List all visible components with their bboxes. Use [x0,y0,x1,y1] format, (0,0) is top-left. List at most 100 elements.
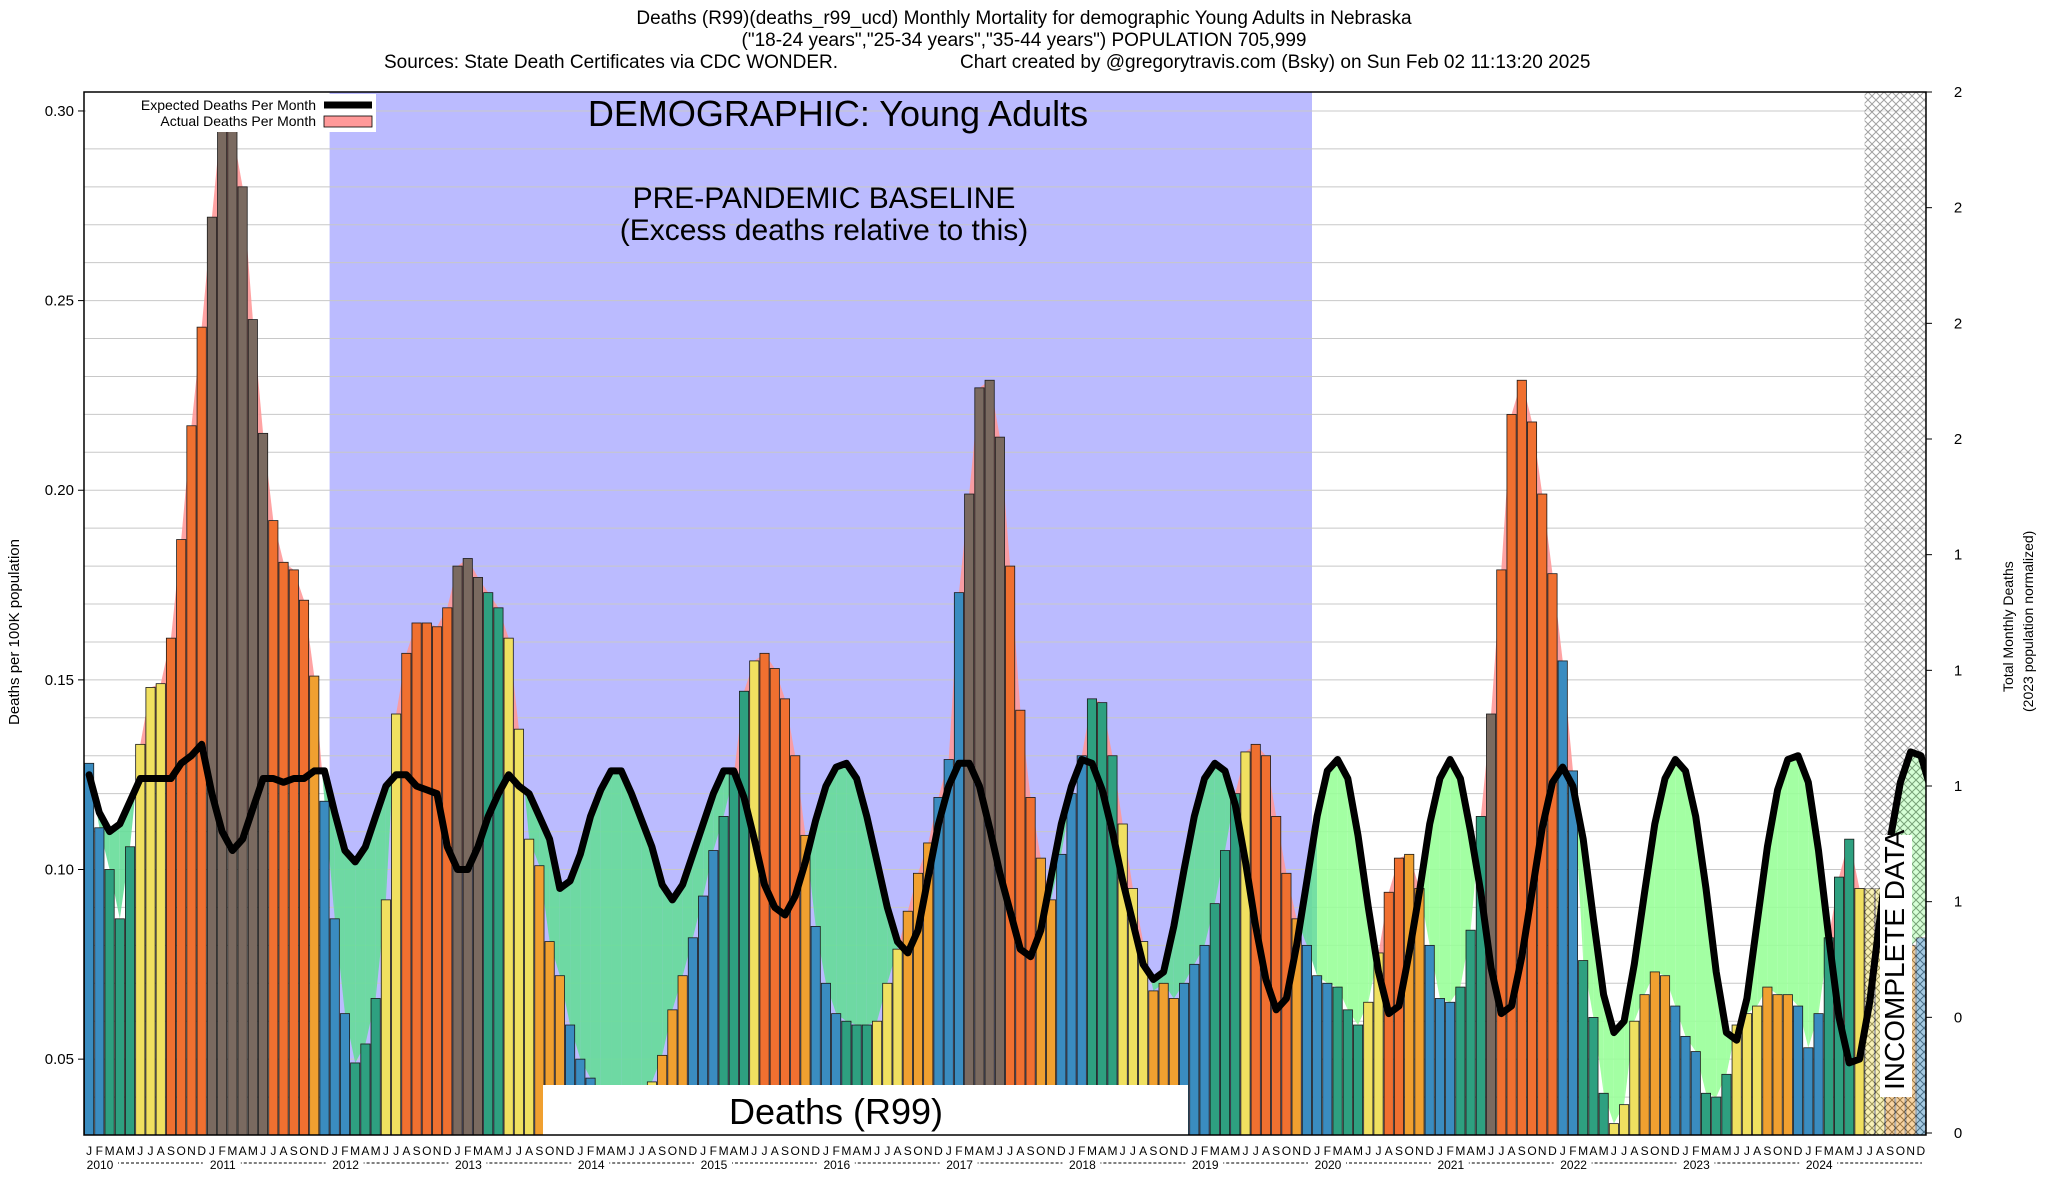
bar [984,379,995,1135]
bar [1854,888,1865,1135]
month-tick-label: J [455,1144,461,1158]
bar [708,850,719,1135]
bar [1107,755,1118,1135]
month-tick-label: M [227,1144,237,1158]
month-tick-label: J [874,1144,880,1158]
chart-subtitle: ("18-24 years","25-34 years","35-44 year… [741,30,1307,51]
month-tick-label: O [422,1144,431,1158]
month-tick-label: J [1376,1144,1382,1158]
month-tick-label: S [1763,1144,1771,1158]
month-tick-label: A [1098,1144,1106,1158]
month-tick-label: M [1333,1144,1343,1158]
month-tick-label: A [1589,1144,1597,1158]
month-tick-label: N [433,1144,442,1158]
bar [1988,801,1997,1135]
fill-segment [1204,763,1215,946]
year-label: 2020 [1315,1158,1342,1172]
month-tick-label: S [781,1144,789,1158]
month-tick-label: J [1867,1144,1873,1158]
bar [913,872,924,1135]
year-label-bg [1310,1157,1346,1171]
y-axis-label-left: Deaths per 100K population [6,539,23,725]
month-tick-label: A [1385,1144,1393,1158]
year-label-bg [1432,1157,1469,1171]
fill-segment [2044,748,2048,786]
month-tick-label: O [545,1144,554,1158]
fill-segment [1225,770,1234,851]
fill-segment [590,789,601,1098]
month-tick-label: A [1712,1144,1720,1158]
month-tick-label: D [443,1144,452,1158]
month-tick-label: J [1253,1144,1259,1158]
month-tick-label: M [1210,1144,1220,1158]
bar [401,652,412,1135]
y-tick-label: 0.10 [45,862,74,879]
month-tick-label: J [1191,1144,1197,1158]
month-tick-label: J [148,1144,154,1158]
month-tick-label: M [1107,1144,1117,1158]
bar [1301,944,1312,1135]
bar [892,948,903,1135]
month-tick-label: J [884,1144,890,1158]
month-tick-label: D [566,1144,575,1158]
fill-segment [1777,759,1788,995]
legend-expected-label: Expected Deaths Per Month [141,97,316,113]
month-tick-label: A [1221,1144,1229,1158]
bar [728,774,739,1135]
month-tick-label: J [946,1144,952,1158]
month-tick-label: M [1455,1144,1465,1158]
bar [1998,801,2007,1135]
month-tick-label: M [841,1144,851,1158]
fill-segment [119,801,131,919]
month-tick-label: D [1917,1144,1926,1158]
month-tick-label: M [616,1144,626,1158]
bar [237,186,248,1135]
bar [1465,929,1476,1135]
bar [319,800,330,1135]
month-tick-label: J [1744,1144,1750,1158]
month-tick-label: F [341,1144,348,1158]
month-tick-label: N [1906,1144,1915,1158]
month-tick-label: J [1560,1144,1566,1158]
bar [196,326,207,1135]
month-tick-label: N [1538,1144,1547,1158]
month-tick-label: J [332,1144,338,1158]
fill-segment [1327,759,1338,988]
year-label: 2024 [1806,1158,1833,1172]
fill-segment [1972,805,1982,1078]
month-tick-label: D [1303,1144,1312,1158]
month-tick-label: D [1057,1144,1066,1158]
month-tick-label: N [678,1144,687,1158]
bar [1527,421,1538,1135]
bar [933,797,944,1135]
bar [994,436,1005,1135]
bar [1782,994,1793,1135]
bar [503,637,514,1135]
fill-segment [2023,744,2033,808]
bar [1240,751,1251,1135]
legend-actual-label: Actual Deaths Per Month [160,113,316,129]
bar [1670,1005,1681,1135]
month-tick-label: M [105,1144,115,1158]
bar [1711,1096,1722,1135]
annotation-demographic: DEMOGRAPHIC: Young Adults [588,93,1088,134]
chart-title: Deaths (R99)(deaths_r99_ucd) Monthly Mor… [636,8,1412,29]
month-tick-label: A [894,1144,902,1158]
month-tick-label: A [280,1144,288,1158]
bar [534,865,545,1135]
annotation-baseline-line2: (Excess deaths relative to this) [620,214,1029,247]
bar [1813,1013,1824,1135]
bar [432,626,443,1135]
y2-tick-label: 2 [1954,315,1962,332]
month-tick-label: S [1027,1144,1035,1158]
fill-segment [570,854,581,1060]
bar [1271,816,1282,1135]
month-tick-label: O [1159,1144,1168,1158]
month-tick-label: J [209,1144,215,1158]
month-tick-label: S [413,1144,421,1158]
month-tick-label: M [719,1144,729,1158]
month-tick-label: J [700,1144,706,1158]
month-tick-label: D [934,1144,943,1158]
fill-segment [1358,835,1369,1026]
y-tick-label: 0.30 [45,103,74,120]
